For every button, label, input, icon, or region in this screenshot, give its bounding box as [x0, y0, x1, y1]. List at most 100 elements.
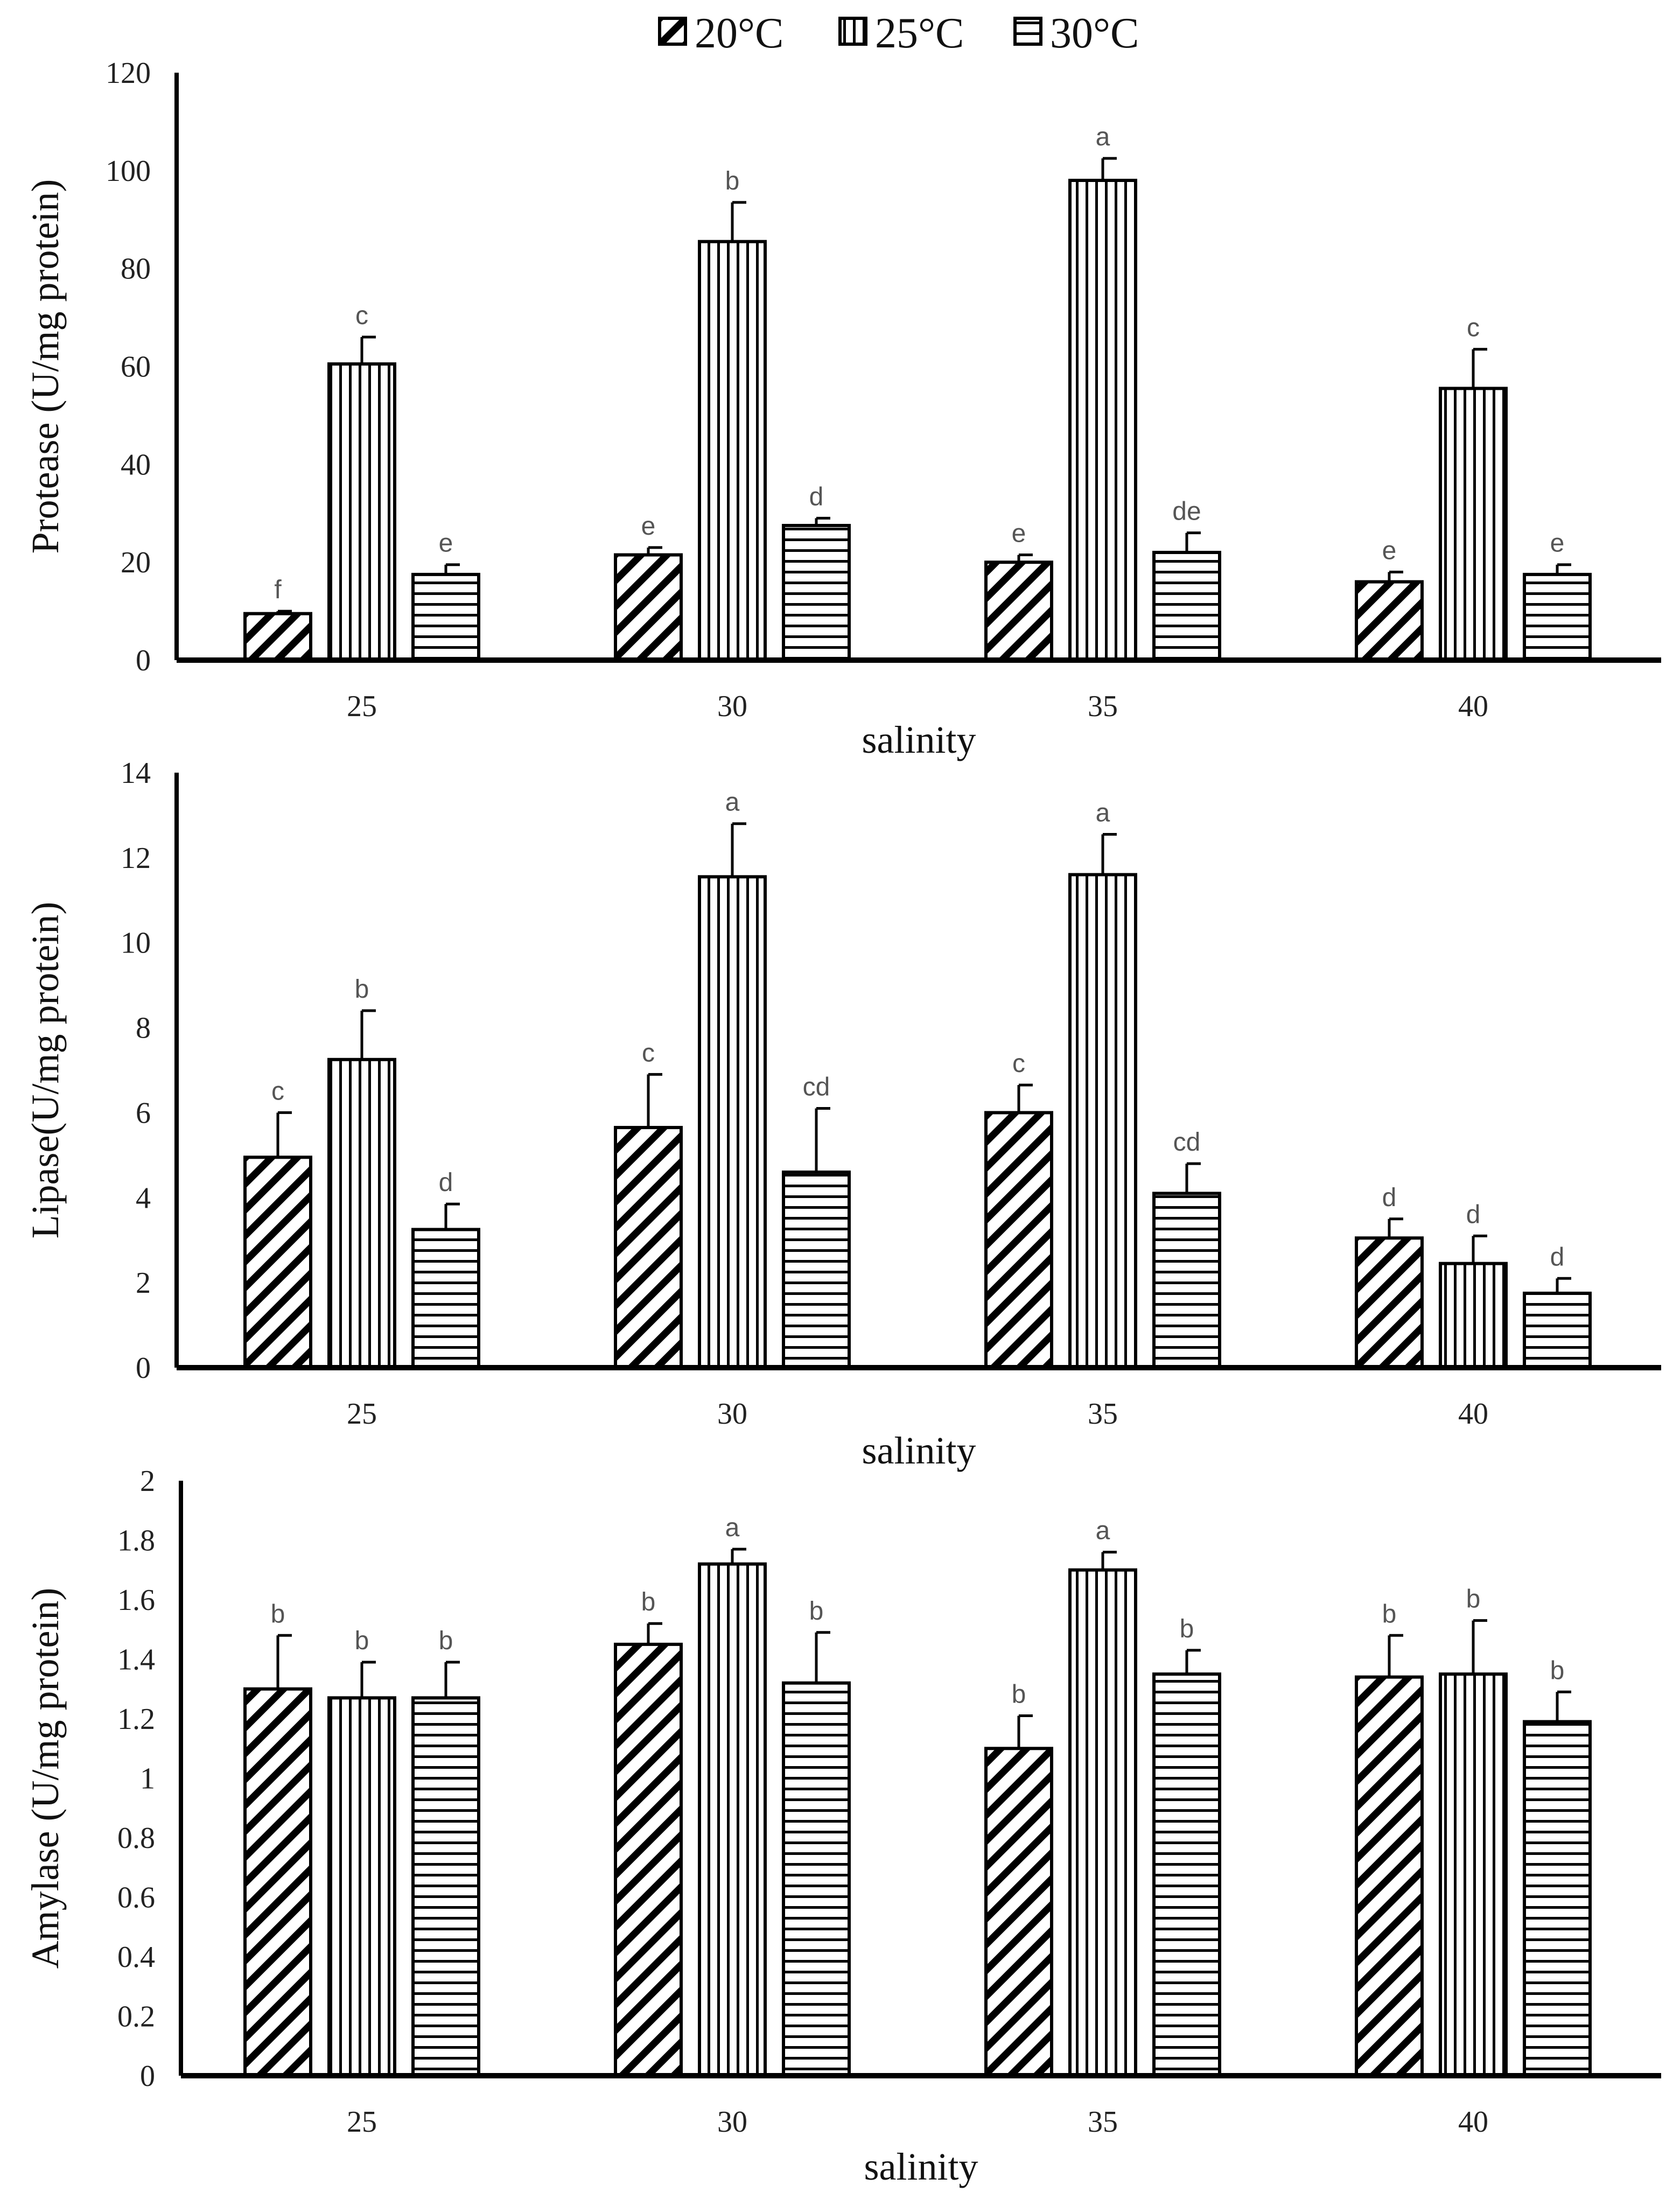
legend-swatch-20c	[658, 17, 687, 46]
bar-25c-salinity-35	[1068, 179, 1137, 662]
significance-letter: a	[1096, 123, 1110, 151]
bar-20c-salinity-35	[984, 1747, 1053, 2077]
bar-30c-salinity-30	[782, 523, 851, 662]
y-tick-label: 60	[121, 351, 151, 384]
x-axis-title: salinity	[862, 1429, 976, 1472]
bar-25c-salinity-35	[1068, 873, 1137, 1369]
bar-25c-salinity-40	[1439, 1262, 1508, 1369]
bar-30c-salinity-40	[1523, 1720, 1592, 2077]
y-tick-label: 0.6	[117, 1881, 155, 1915]
x-tick-label: 40	[1458, 2105, 1488, 2139]
significance-letter: c	[1467, 314, 1480, 342]
y-tick-label: 12	[121, 842, 151, 875]
y-tick-label: 4	[136, 1181, 151, 1215]
significance-letter: c	[355, 302, 368, 330]
y-tick-label: 100	[106, 155, 151, 188]
significance-letter: b	[355, 1627, 369, 1655]
y-tick-label: 1.6	[117, 1584, 155, 1617]
x-tick-label: 30	[717, 2105, 747, 2139]
significance-letter: a	[725, 788, 740, 817]
significance-letter: d	[1382, 1183, 1397, 1212]
bar-20c-salinity-25	[243, 1687, 312, 2077]
x-tick-label: 30	[717, 690, 747, 723]
y-tick-label: 0.2	[117, 2000, 155, 2034]
legend: 20°C 25°C 30°C	[658, 10, 1139, 57]
significance-letter: d	[1550, 1243, 1565, 1271]
bar-20c-salinity-30	[614, 1126, 683, 1369]
y-tick-label: 0.8	[117, 1822, 155, 1855]
legend-item-25c: 25°C	[838, 10, 964, 57]
y-tick-label: 1.4	[117, 1643, 155, 1677]
significance-letter: d	[809, 482, 824, 511]
y-axis-title: Protease (U/mg protein)	[24, 179, 67, 554]
significance-letter: c	[271, 1077, 284, 1105]
y-tick-label: 8	[136, 1012, 151, 1045]
protease-panel: 0 20 40 60 80 100 120 f e e e c b a c e d de e 25 30 35 40 sali…	[24, 57, 1661, 761]
significance-letter: b	[271, 1600, 285, 1628]
bar-30c-salinity-25	[411, 1228, 480, 1370]
significance-letter: a	[1096, 1517, 1110, 1545]
amylase-panel: 0 0.2 0.4 0.6 0.8 1 1.2 1.4 1.6 1.8 2 b b b b b a a b b b b b 2…	[24, 1465, 1661, 2188]
x-tick-label: 40	[1458, 690, 1488, 723]
legend-swatch-30c	[1013, 17, 1042, 46]
x-tick-label: 25	[347, 2105, 377, 2139]
significance-letter: d	[1466, 1200, 1481, 1229]
bar-30c-salinity-25	[411, 1696, 480, 2077]
y-tick-label: 120	[106, 57, 151, 90]
bar-20c-salinity-35	[984, 561, 1053, 662]
x-axis-title: salinity	[864, 2145, 978, 2188]
legend-label-25c: 25°C	[875, 10, 964, 57]
significance-letter: e	[1012, 520, 1026, 548]
bar-30c-salinity-35	[1152, 1192, 1221, 1369]
bar-20c-salinity-30	[614, 1642, 683, 2077]
significance-letter: b	[809, 1597, 824, 1626]
significance-letter: d	[439, 1168, 453, 1197]
significance-letter: b	[1180, 1615, 1194, 1643]
bar-30c-salinity-40	[1523, 1291, 1592, 1369]
bar-25c-salinity-25	[327, 1058, 396, 1369]
bar-20c-salinity-25	[243, 612, 312, 662]
significance-letter: e	[1550, 529, 1565, 558]
x-tick-label: 25	[347, 1397, 377, 1431]
legend-item-20c: 20°C	[658, 10, 783, 57]
legend-label-20c: 20°C	[695, 10, 783, 57]
bar-30c-salinity-30	[782, 1170, 851, 1369]
y-tick-label: 2	[140, 1465, 155, 1498]
significance-letter: f	[274, 576, 282, 604]
significance-letter: b	[1550, 1656, 1565, 1685]
legend-swatch-25c	[838, 17, 867, 46]
bar-30c-salinity-40	[1523, 572, 1592, 662]
significance-letter: c	[1012, 1049, 1025, 1078]
bar-25c-salinity-30	[698, 1562, 767, 2077]
significance-letter: de	[1172, 498, 1201, 526]
y-tick-label: 1.2	[117, 1703, 155, 1736]
x-axis-title: salinity	[862, 718, 976, 761]
bar-30c-salinity-35	[1152, 1672, 1221, 2077]
significance-letter: a	[725, 1514, 740, 1542]
significance-letter: c	[642, 1039, 655, 1067]
bar-25c-salinity-40	[1439, 1672, 1508, 2077]
bar-30c-salinity-30	[782, 1681, 851, 2077]
bar-20c-salinity-25	[243, 1155, 312, 1369]
x-tick-label: 30	[717, 1397, 747, 1431]
x-tick-label: 40	[1458, 1397, 1488, 1431]
x-tick-label: 25	[347, 690, 377, 723]
y-tick-label: 20	[121, 546, 151, 579]
significance-letter: b	[641, 1588, 656, 1616]
y-tick-label: 0.4	[117, 1941, 155, 1974]
x-tick-label: 35	[1088, 690, 1118, 723]
significance-letter: b	[439, 1627, 453, 1655]
y-tick-label: 10	[121, 927, 151, 960]
y-tick-label: 0	[136, 644, 151, 677]
y-tick-label: 40	[121, 448, 151, 481]
y-tick-label: 0	[136, 1351, 151, 1385]
significance-letter: b	[355, 975, 369, 1004]
bar-30c-salinity-25	[411, 572, 480, 662]
y-tick-label: 1.8	[117, 1524, 155, 1558]
bar-25c-salinity-25	[327, 362, 396, 662]
significance-letter: e	[439, 529, 453, 558]
significance-letter: b	[1466, 1585, 1481, 1614]
significance-letter: e	[1382, 536, 1397, 565]
